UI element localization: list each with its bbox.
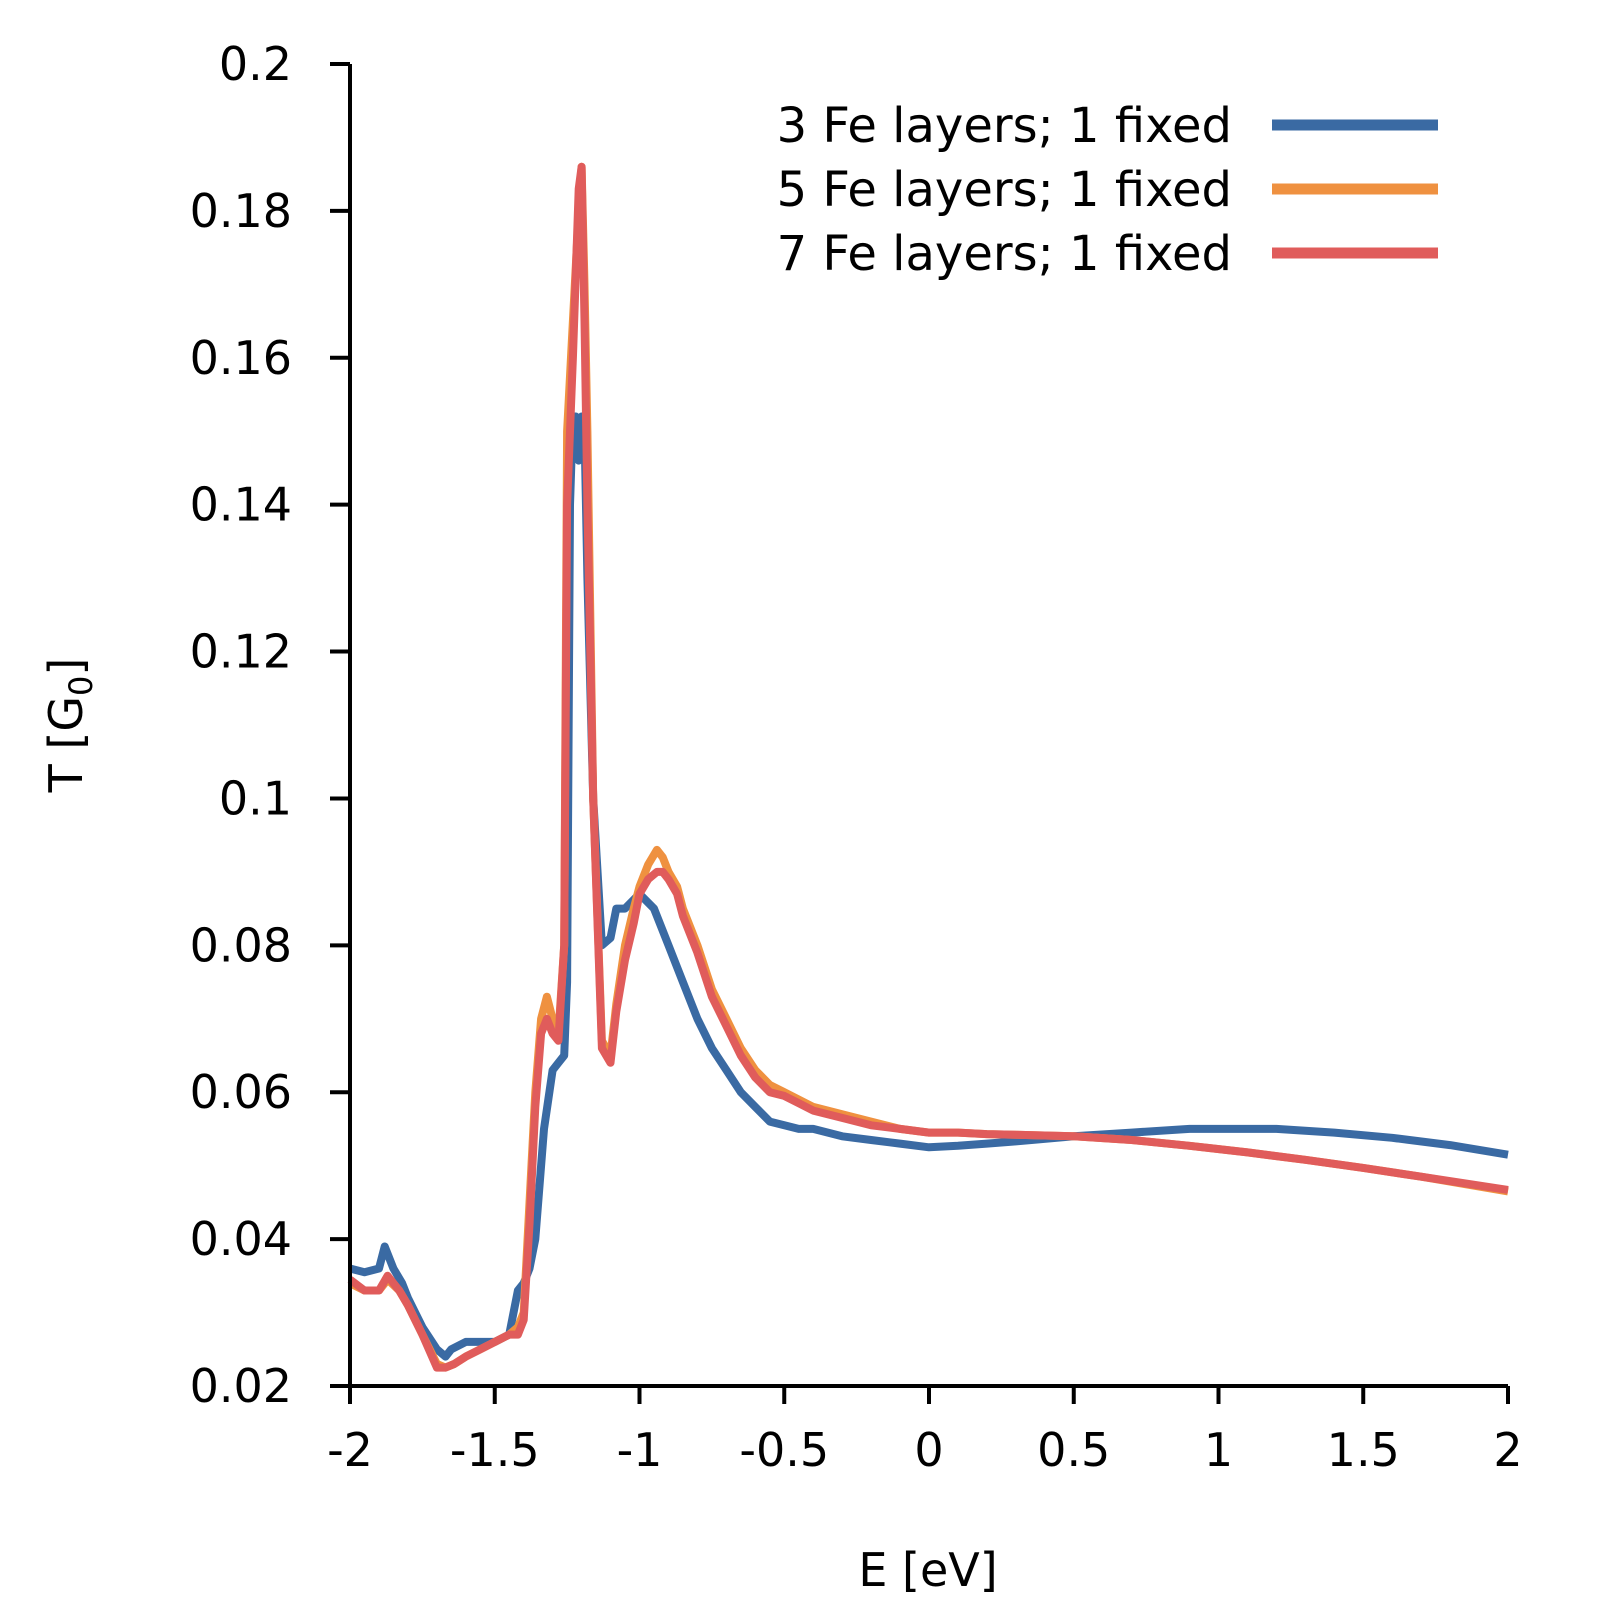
y-tick-label: 0.18 (190, 184, 292, 238)
ticks: -2 -1.5 -1 -0.5 0 0.5 1 1.5 2 0.02 0.04 0.06 0.08 0.1… (190, 37, 1523, 1477)
x-tick-label: 0.5 (1037, 1423, 1110, 1477)
x-tick-label: 1 (1204, 1423, 1233, 1477)
legend: 3 Fe layers; 1 fixed 5 Fe layers; 1 fixed… (777, 98, 1438, 282)
x-tick-label: -2 (327, 1423, 373, 1477)
y-tick-label: 0.1 (219, 771, 292, 825)
x-tick-label: 2 (1493, 1423, 1522, 1477)
y-tick-label: 0.08 (190, 918, 292, 972)
legend-label-2: 5 Fe layers; 1 fixed (777, 162, 1232, 218)
y-tick-label: 0.06 (190, 1065, 292, 1119)
legend-label-3: 7 Fe layers; 1 fixed (777, 226, 1232, 282)
series-line-3 (347, 162, 1509, 1372)
series-line-2 (348, 162, 1509, 1372)
y-tick-label: 0.04 (190, 1212, 292, 1266)
y-tick-label: 0.16 (190, 331, 292, 385)
y-axis-label-subscript: 0 (62, 676, 100, 696)
series-line-1 (349, 412, 1509, 1361)
y-axis-label-main: T [G (39, 696, 93, 793)
y-tick-label: 0.2 (219, 37, 292, 91)
x-tick-label: -1.5 (450, 1423, 540, 1477)
x-tick-label: -0.5 (739, 1423, 829, 1477)
legend-label-1: 3 Fe layers; 1 fixed (777, 98, 1232, 154)
x-tick-label: 1.5 (1327, 1423, 1400, 1477)
x-axis-label: E [eV] (858, 1543, 997, 1597)
y-axis-label: T [G0] (39, 658, 100, 794)
x-tick-label: -1 (617, 1423, 663, 1477)
y-tick-label: 0.02 (190, 1359, 292, 1413)
y-tick-label: 0.14 (190, 478, 292, 532)
series-layer (347, 162, 1509, 1372)
y-tick-label: 0.12 (190, 625, 292, 679)
y-axis-label-close: ] (39, 658, 93, 676)
x-tick-label: 0 (914, 1423, 943, 1477)
